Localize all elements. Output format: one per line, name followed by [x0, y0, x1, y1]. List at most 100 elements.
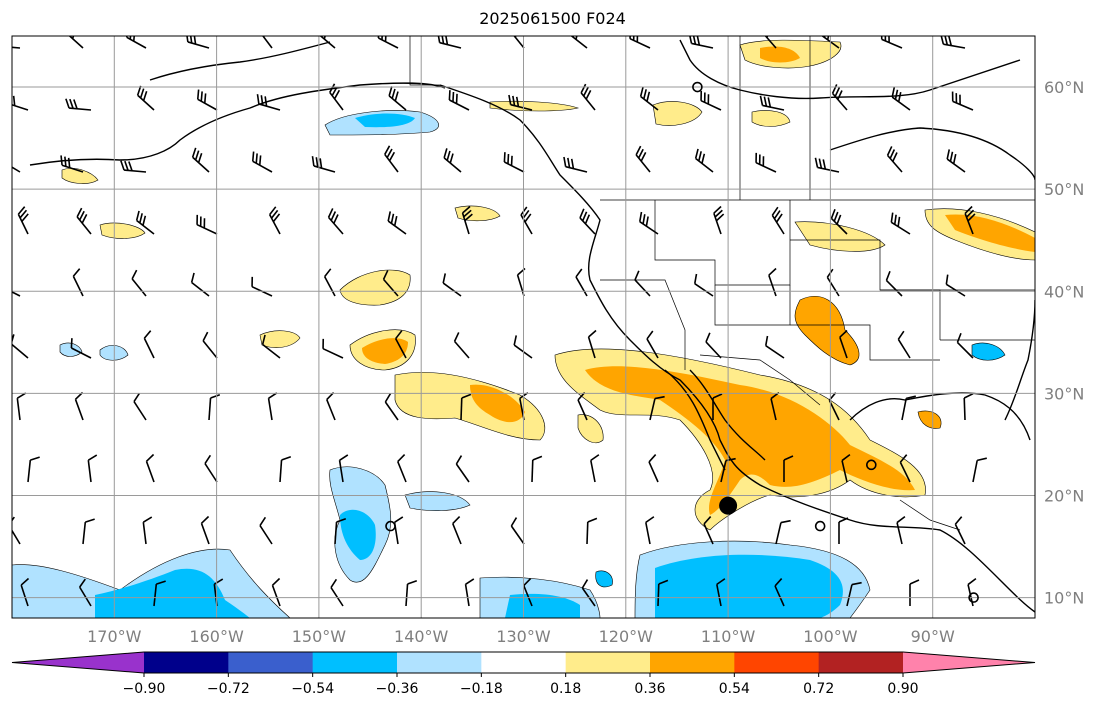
lat-tick-label: 60°N	[1044, 78, 1084, 97]
ring-marker	[385, 520, 396, 532]
lon-tick-label: 100°W	[803, 627, 858, 646]
wind-barb	[580, 83, 596, 111]
colorbar-extend-low	[12, 652, 144, 673]
wind-barb	[405, 579, 418, 607]
colorbar-segment	[650, 652, 735, 673]
wind-barb	[956, 332, 974, 359]
wind-barb	[946, 149, 966, 173]
map-frame	[11, 35, 1036, 619]
wind-barb	[145, 453, 155, 483]
wind-barb	[586, 517, 598, 545]
lon-tick-label: 130°W	[496, 627, 551, 646]
wind-barb	[775, 519, 791, 545]
colorbar-segment	[734, 652, 820, 673]
wind-barb	[338, 454, 349, 483]
wind-barb	[190, 272, 210, 297]
wind-barb	[452, 515, 462, 545]
wind-barb	[759, 95, 785, 111]
lon-tick-label: 110°W	[701, 627, 756, 646]
colorbar-tick-label: −0.18	[460, 681, 503, 697]
wind-barb	[208, 393, 221, 421]
wind-barb	[901, 395, 916, 421]
wind-barb	[12, 95, 29, 111]
wind-barb	[523, 577, 533, 607]
wind-barb	[384, 393, 399, 421]
wind-barb	[720, 457, 736, 483]
wind-barb	[579, 208, 596, 235]
wind-barb	[703, 516, 714, 545]
lat-tick-label: 10°N	[1044, 589, 1084, 608]
colorbar-tick-label: 0.54	[719, 681, 750, 697]
wind-barb	[87, 454, 98, 483]
wind-barb	[153, 580, 166, 607]
coastline-layer	[29, 39, 1035, 613]
graticule	[12, 36, 1035, 618]
wind-barb	[648, 454, 659, 483]
wind-barb	[764, 335, 785, 359]
wind-barb	[575, 268, 588, 297]
wind-barb	[16, 392, 27, 421]
anomaly-fill-layer	[12, 39, 1035, 618]
wind-barb	[886, 146, 903, 173]
wind-barb	[185, 36, 210, 49]
wind-barb	[200, 515, 210, 545]
wind-barb	[461, 205, 473, 235]
wind-barb	[136, 85, 155, 111]
wind-barb	[705, 332, 722, 359]
wind-barb	[12, 285, 21, 297]
wind-barb	[196, 214, 218, 235]
wind-barb	[78, 578, 92, 607]
colorbar: −0.90 −0.72 −0.54 −0.36 −0.18 0.18 0.36 0.54 0.7…	[11, 651, 1036, 697]
wind-barb	[945, 274, 966, 297]
wind-barb	[17, 206, 29, 235]
wind-barb	[951, 91, 974, 111]
wind-barb	[909, 579, 920, 606]
wind-barb	[382, 270, 399, 297]
wind-barb	[569, 36, 588, 49]
wind-barb	[442, 273, 462, 297]
colorbar-segment	[144, 652, 229, 673]
wind-barb	[327, 208, 344, 235]
colorbar-tick-label: −0.54	[291, 681, 334, 697]
wind-barb	[251, 151, 273, 173]
wind-barb	[143, 330, 155, 359]
ring-marker	[968, 592, 979, 603]
wind-barb	[12, 334, 29, 359]
wind-barb	[65, 98, 92, 111]
wind-barb	[120, 160, 147, 173]
wind-barb	[712, 393, 723, 420]
colorbar-tick-label: 0.36	[634, 681, 665, 697]
wind-barb	[897, 330, 911, 359]
longitude-labels: 170°W 160°W 150°W 140°W 130°W 120°W 110°W 100°W…	[87, 627, 955, 646]
wind-barb	[581, 579, 596, 607]
wind-barb	[388, 86, 407, 111]
wind-barb	[688, 36, 714, 49]
wind-barb	[455, 455, 470, 483]
wind-barb	[635, 145, 651, 173]
wind-barb	[66, 36, 84, 49]
marker-layer	[385, 81, 979, 603]
wind-barb	[954, 516, 966, 545]
wind-barb	[531, 455, 543, 483]
wind-barb	[82, 518, 95, 545]
wind-barb	[453, 332, 470, 359]
wind-barb	[329, 83, 344, 111]
wind-barb	[645, 516, 655, 545]
wind-barb	[12, 516, 21, 545]
wind-barb	[783, 455, 794, 482]
wind-barb	[460, 393, 472, 421]
colorbar-segment	[312, 652, 398, 673]
wind-barb	[646, 330, 659, 359]
wind-barb	[755, 152, 777, 173]
lon-tick-label: 120°W	[599, 627, 654, 646]
wind-barb	[437, 36, 462, 49]
wind-barb	[963, 392, 974, 421]
border-layer	[409, 36, 1035, 531]
wind-barb	[60, 155, 84, 173]
wind-barb	[899, 454, 911, 483]
colorbar-tick-label: −0.72	[207, 681, 250, 697]
latitude-labels: 60°N 50°N 40°N 30°N 20°N 10°N	[1044, 78, 1084, 608]
map-title: 2025061500 F024	[479, 9, 626, 28]
wind-barb	[133, 392, 147, 421]
wind-barb	[394, 330, 407, 359]
